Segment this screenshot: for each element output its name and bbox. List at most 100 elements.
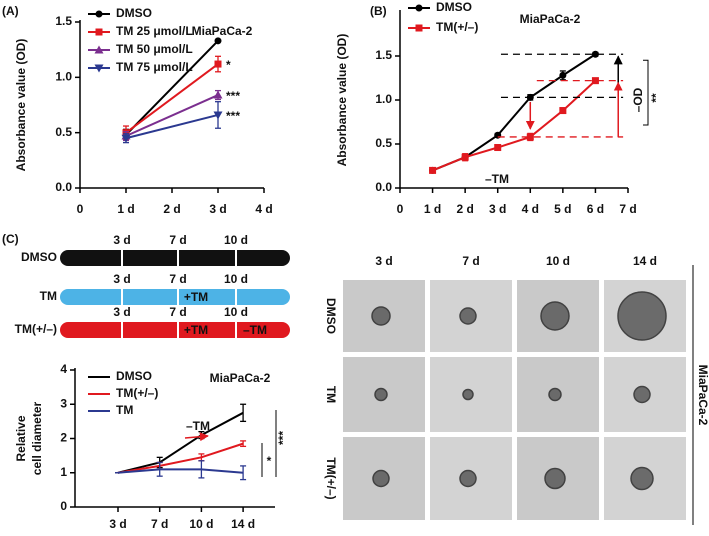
point: [494, 144, 502, 152]
timeline-day: 7 d: [169, 272, 186, 286]
legend-label: DMSO: [436, 0, 472, 14]
column-label: 3 d: [375, 254, 392, 268]
series-line: [125, 40, 219, 136]
annotation: –TM: [485, 172, 509, 186]
timeline-day: 7 d: [169, 233, 186, 247]
row-label: TM(+/–): [324, 457, 338, 499]
column-label: 7 d: [462, 254, 479, 268]
cell-spheroid: [630, 466, 654, 491]
timeline-row-label: DMSO: [21, 250, 57, 264]
timeline-note: –TM: [243, 323, 267, 337]
x-tick-label: 2 d: [456, 202, 473, 216]
column-label: 14 d: [633, 254, 657, 268]
series-line: [117, 411, 244, 474]
significance: ***: [226, 89, 240, 103]
series-line: [125, 63, 219, 134]
y-tick-label: 1.0: [375, 92, 392, 106]
column-label: 10 d: [546, 254, 570, 268]
series-line: [432, 79, 597, 172]
x-tick-label: 7 d: [619, 202, 636, 216]
annotation: –TM: [186, 419, 210, 433]
point: [415, 24, 423, 32]
cell-spheroid: [617, 291, 667, 341]
annotation: **: [649, 93, 663, 103]
timeline-day: 10 d: [224, 233, 248, 247]
x-tick-label: 3 d: [109, 517, 126, 531]
y-tick-label: 0.0: [55, 180, 72, 194]
x-tick-label: 3 d: [489, 202, 506, 216]
chart-title: MiaPaCa-2: [210, 371, 271, 385]
y-axis-label: cell diameter: [30, 401, 44, 475]
y-tick-label: 1: [60, 465, 67, 479]
timeline-day: 7 d: [169, 305, 186, 319]
timeline-day: 3 d: [113, 233, 130, 247]
timeline-day: 3 d: [113, 305, 130, 319]
timeline-day: 3 d: [113, 272, 130, 286]
arrow: [184, 432, 209, 442]
point: [591, 50, 599, 58]
legend-label: TM 75 μmol/L: [116, 60, 193, 74]
y-axis-label: Absorbance value (OD): [14, 39, 28, 172]
timeline-row-label: TM(+/–): [15, 322, 57, 336]
point: [415, 4, 423, 12]
x-tick-label: 1 d: [424, 202, 441, 216]
timeline-day: 10 d: [224, 305, 248, 319]
annotation: ***: [276, 431, 290, 445]
y-tick-label: 0.0: [375, 180, 392, 194]
timeline-day: 10 d: [224, 272, 248, 286]
x-tick-label: 10 d: [189, 517, 213, 531]
timeline-bar: [60, 250, 290, 266]
timeline-note: +TM: [184, 323, 208, 337]
cell-spheroid: [459, 469, 477, 488]
y-axis-label: Absorbance value (OD): [335, 34, 349, 167]
series-line: [125, 94, 219, 137]
series-line: [117, 442, 244, 474]
panel-label: (B): [370, 4, 387, 18]
panel-label: (A): [2, 4, 19, 18]
y-tick-label: 1.5: [55, 14, 72, 28]
series-line: [117, 468, 244, 474]
legend-label: TM(+/–): [436, 20, 478, 34]
panel-label: (C): [2, 232, 19, 246]
point: [213, 90, 223, 99]
point: [429, 166, 437, 174]
x-tick-label: 4 d: [255, 202, 272, 216]
legend-label: DMSO: [116, 6, 152, 20]
point: [95, 28, 103, 36]
point: [213, 111, 223, 120]
cell-spheroid: [548, 387, 562, 402]
side-label: MiaPaCa-2: [696, 365, 709, 426]
point: [559, 107, 567, 115]
y-axis-label: Relative: [14, 415, 28, 461]
point: [559, 71, 567, 79]
x-tick-label: 0: [397, 202, 404, 216]
cell-spheroid: [462, 388, 474, 401]
chart-title: MiaPaCa-2: [192, 24, 253, 38]
timeline-row-label: TM: [40, 289, 57, 303]
y-tick-label: 3: [60, 396, 67, 410]
point: [94, 64, 104, 73]
y-tick-label: 2: [60, 431, 67, 445]
y-tick-label: 1.0: [55, 70, 72, 84]
y-tick-label: 4: [60, 362, 67, 376]
cell-spheroid: [540, 301, 570, 331]
legend-label: TM 50 μmol/L: [116, 42, 193, 56]
x-tick-label: 5 d: [554, 202, 571, 216]
series-line: [432, 53, 596, 172]
point: [95, 10, 103, 18]
annotation: –OD: [631, 87, 645, 112]
y-tick-label: 0.5: [375, 136, 392, 150]
legend-label: TM(+/–): [116, 386, 158, 400]
cell-spheroid: [371, 306, 391, 326]
point: [94, 45, 104, 54]
point: [214, 37, 222, 45]
x-tick-label: 2 d: [163, 202, 180, 216]
cell-spheroid: [633, 385, 651, 404]
legend-label: TM: [116, 403, 133, 417]
cell-spheroid: [372, 469, 390, 488]
x-tick-label: 6 d: [587, 202, 604, 216]
point: [461, 153, 469, 161]
point: [526, 133, 534, 141]
cell-spheroid: [544, 467, 566, 490]
annotation: *: [267, 454, 272, 468]
